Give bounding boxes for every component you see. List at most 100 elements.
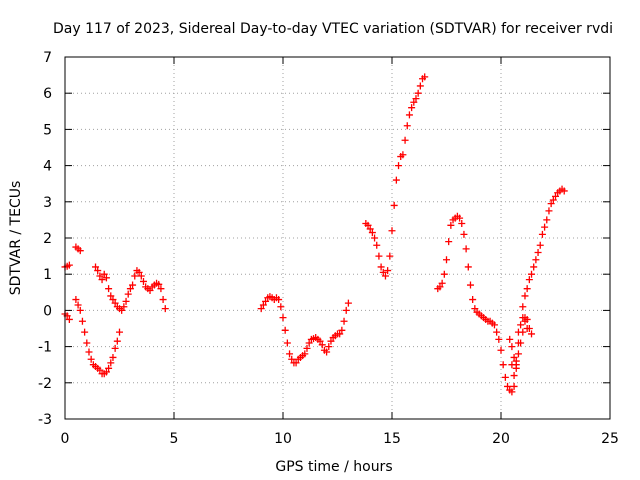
data-point [440,270,448,278]
data-point [525,325,533,332]
data-point [113,337,121,345]
data-point [510,382,518,390]
data-point [283,339,291,347]
data-point [381,272,389,280]
data-point [523,315,531,323]
data-point [497,346,505,354]
data-point [327,337,335,345]
data-point [85,348,93,356]
data-point [159,296,167,304]
data-point [107,359,115,367]
data-point [286,350,294,358]
data-point [399,151,407,159]
y-axis-label: SDTVAR / TECUs [8,181,24,296]
data-point [510,372,518,380]
y-tick-label: 2 [43,231,52,247]
data-point [146,286,154,294]
data-point [107,292,115,300]
data-point [517,321,525,329]
data-point [471,305,479,313]
data-point [447,221,455,229]
data-point [541,223,549,231]
y-tick-label: -1 [38,340,52,356]
y-tick-label: -3 [38,412,52,428]
y-tick-label: 4 [43,159,52,175]
data-point [517,339,525,347]
data-point [124,290,132,298]
data-point [521,292,529,300]
data-point [501,373,509,381]
data-point [416,82,424,90]
data-point [105,364,113,372]
data-point [401,136,409,144]
data-point [436,283,444,291]
data-point [96,366,104,374]
data-point [530,263,538,271]
y-tick-label: 1 [43,267,52,283]
data-point [325,343,333,351]
data-point [120,303,128,311]
data-point [81,328,89,336]
data-point [155,280,163,288]
tick-labels: 0 5 10 15 20 25 -3 -2 -1 0 1 2 3 4 5 6 7 [38,50,619,447]
data-point [100,270,108,278]
data-point [373,241,381,249]
data-point [499,361,507,369]
data-point [549,196,557,204]
data-point [368,229,376,237]
data-point [129,281,137,289]
data-point [414,89,422,97]
data-point [118,306,126,314]
data-point [462,245,470,253]
data-point [76,247,84,255]
data-point [532,256,540,264]
data-point [288,355,296,363]
data-point [495,335,503,343]
data-point [157,285,165,293]
data-point [514,350,522,358]
data-point [547,200,555,208]
y-tick-label: 7 [43,50,52,66]
data-point [116,328,123,336]
data-point [342,306,350,314]
data-point [458,220,466,228]
data-point [464,263,472,271]
data-point [76,306,84,314]
data-point [408,104,416,112]
data-point [552,192,559,200]
chart-title: Day 117 of 2023, Sidereal Day-to-day VTE… [53,21,613,37]
data-point [375,252,383,260]
data-point [392,176,400,184]
data-point [388,227,396,235]
data-point [344,299,352,307]
data-point [336,330,344,338]
data-point [538,230,546,238]
data-point [456,214,464,222]
data-point [412,95,420,103]
data-point [405,111,413,119]
data-point [78,317,86,325]
x-axis-label: GPS time / hours [275,459,392,475]
data-point [262,297,270,305]
data-point [493,328,501,336]
data-point [338,326,346,334]
data-point [109,353,117,361]
data-point [528,330,536,338]
data-point [469,296,477,304]
data-point [466,281,474,289]
data-point [421,73,429,81]
data-point [109,296,117,304]
data-point [275,296,283,304]
data-point [131,272,139,280]
data-point [403,122,411,130]
data-point [514,328,522,336]
data-point [379,268,387,276]
data-point [135,268,143,276]
data-point [395,162,403,170]
data-point [508,343,516,351]
data-point [303,344,311,352]
data-point [519,303,527,311]
data-point [83,339,91,347]
data-point [560,187,568,195]
